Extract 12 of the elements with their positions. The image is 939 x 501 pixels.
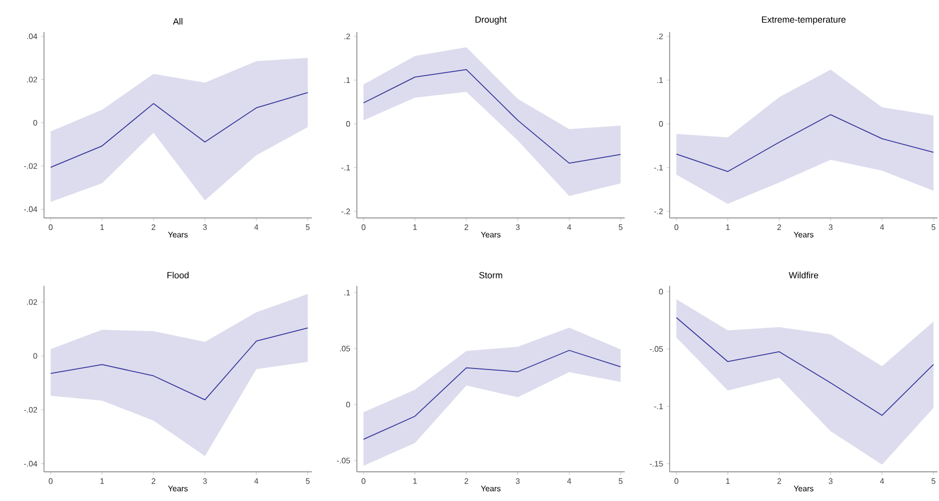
chart-title: All: [172, 18, 182, 25]
line-series: [676, 114, 934, 172]
line-series: [50, 328, 308, 400]
chart-title: Flood: [167, 272, 189, 278]
chart-title: Wildfire: [788, 272, 818, 278]
chart-title: Storm: [479, 272, 502, 278]
chart-title: Extreme-temperature: [762, 16, 846, 25]
line-series: [676, 317, 934, 416]
line-series: [363, 350, 622, 440]
line-series: [363, 69, 622, 164]
chart-title: Drought: [476, 16, 507, 25]
line-series: [50, 92, 308, 168]
